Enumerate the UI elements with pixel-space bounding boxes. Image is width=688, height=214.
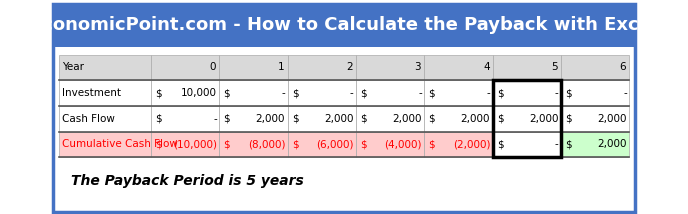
Bar	[356, 80, 424, 106]
Text: 4: 4	[483, 62, 490, 72]
Bar	[424, 55, 493, 80]
Bar	[493, 106, 561, 132]
Text: -: -	[486, 88, 490, 98]
Text: (6,000): (6,000)	[316, 140, 354, 149]
Text: $: $	[360, 140, 367, 149]
Text: $: $	[360, 88, 367, 98]
Bar	[58, 80, 151, 106]
Bar	[493, 132, 561, 157]
Text: -: -	[418, 88, 422, 98]
Text: $: $	[155, 88, 162, 98]
Text: $: $	[360, 114, 367, 124]
Bar	[151, 55, 219, 80]
Text: 10,000: 10,000	[181, 88, 217, 98]
Bar	[58, 132, 151, 157]
Text: -: -	[281, 88, 285, 98]
Text: $: $	[292, 114, 299, 124]
Text: 2,000: 2,000	[597, 140, 627, 149]
Bar	[288, 132, 356, 157]
Bar	[288, 55, 356, 80]
Text: Cumulative Cash Flow: Cumulative Cash Flow	[62, 140, 178, 149]
Text: The Payback Period is 5 years: The Payback Period is 5 years	[71, 174, 303, 188]
Text: 2,000: 2,000	[529, 114, 559, 124]
Text: EconomicPoint.com - How to Calculate the Payback with Excel: EconomicPoint.com - How to Calculate the…	[30, 16, 658, 34]
Bar	[356, 132, 424, 157]
Bar	[151, 106, 219, 132]
Bar	[356, 55, 424, 80]
Text: $: $	[429, 114, 435, 124]
Bar	[493, 80, 561, 157]
Text: Year: Year	[62, 62, 84, 72]
Text: 0: 0	[210, 62, 216, 72]
Bar	[151, 132, 219, 157]
Text: (4,000): (4,000)	[385, 140, 422, 149]
Text: $: $	[565, 88, 572, 98]
Bar	[58, 106, 151, 132]
Bar	[493, 55, 561, 80]
Text: $: $	[497, 114, 504, 124]
Text: -: -	[213, 114, 217, 124]
Text: -: -	[555, 88, 559, 98]
Text: $: $	[497, 140, 504, 149]
Text: $: $	[224, 88, 230, 98]
Bar	[561, 55, 630, 80]
Bar	[53, 4, 635, 47]
Text: $: $	[292, 88, 299, 98]
Bar	[424, 106, 493, 132]
Text: (8,000): (8,000)	[248, 140, 285, 149]
Text: 2,000: 2,000	[461, 114, 490, 124]
Text: -: -	[623, 88, 627, 98]
Text: $: $	[224, 114, 230, 124]
Bar	[493, 80, 561, 106]
Text: (2,000): (2,000)	[453, 140, 490, 149]
Text: $: $	[497, 88, 504, 98]
Text: $: $	[155, 140, 162, 149]
Text: 5: 5	[551, 62, 558, 72]
Bar	[219, 80, 288, 106]
Bar	[561, 80, 630, 106]
Text: $: $	[429, 140, 435, 149]
Text: -: -	[350, 88, 354, 98]
Bar	[58, 55, 151, 80]
Bar	[561, 132, 630, 157]
Text: 3: 3	[415, 62, 421, 72]
Bar	[288, 80, 356, 106]
Text: $: $	[155, 114, 162, 124]
Bar	[219, 132, 288, 157]
Text: 1: 1	[278, 62, 285, 72]
Bar	[288, 106, 356, 132]
Bar	[424, 80, 493, 106]
Text: (10,000): (10,000)	[173, 140, 217, 149]
Text: -: -	[555, 140, 559, 149]
Text: 2,000: 2,000	[392, 114, 422, 124]
Text: 2,000: 2,000	[256, 114, 285, 124]
Text: Investment: Investment	[62, 88, 121, 98]
Bar	[219, 55, 288, 80]
Text: 2,000: 2,000	[324, 114, 354, 124]
Bar	[151, 80, 219, 106]
Bar	[424, 132, 493, 157]
Bar	[219, 106, 288, 132]
Text: 2: 2	[346, 62, 353, 72]
Text: $: $	[565, 114, 572, 124]
Text: $: $	[292, 140, 299, 149]
Text: $: $	[224, 140, 230, 149]
Text: Cash Flow: Cash Flow	[62, 114, 115, 124]
Text: $: $	[429, 88, 435, 98]
Bar	[561, 106, 630, 132]
Text: $: $	[565, 140, 572, 149]
Text: 2,000: 2,000	[597, 114, 627, 124]
Bar	[356, 106, 424, 132]
Text: 6: 6	[620, 62, 626, 72]
